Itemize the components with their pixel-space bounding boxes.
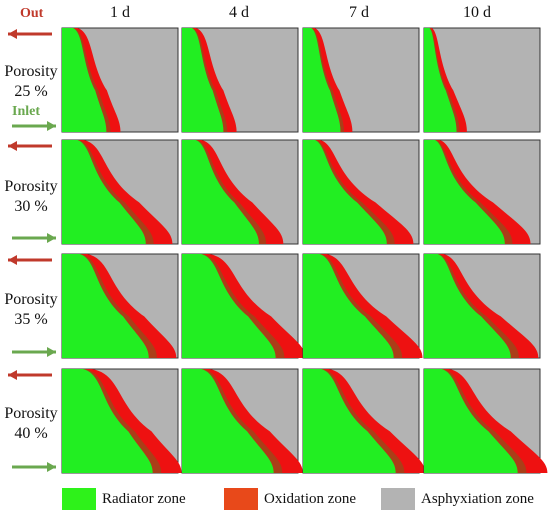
panel-r4-c1 bbox=[61, 368, 182, 474]
panel-r1-c1 bbox=[61, 27, 179, 133]
legend-label-radiator: Radiator zone bbox=[102, 490, 186, 507]
panel-r1-c2 bbox=[181, 27, 299, 133]
radiator-zone bbox=[424, 28, 457, 132]
panel-r4-c2 bbox=[181, 368, 303, 474]
legend-item-oxidation: Oxidation zone bbox=[224, 486, 356, 512]
legend-item-asphyxiation: Asphyxiation zone bbox=[381, 486, 534, 512]
radiator-zone bbox=[182, 254, 276, 358]
panel-r3-c4 bbox=[423, 253, 541, 359]
radiator-zone bbox=[424, 369, 518, 473]
row-label-30-line2: 30 % bbox=[14, 198, 48, 215]
radiator-zone bbox=[303, 254, 394, 358]
row-label-25: Porosity 25 % bbox=[4, 62, 58, 102]
radiator-zone bbox=[182, 369, 274, 473]
column-header-1d: 1 d bbox=[110, 4, 130, 21]
row-label-25-line2: 25 % bbox=[14, 83, 48, 100]
panel-r3-c3 bbox=[302, 253, 423, 359]
out-arrow-row-3 bbox=[8, 255, 52, 265]
panel-r4-c3 bbox=[302, 368, 426, 474]
legend-swatch-oxidation bbox=[224, 488, 258, 510]
legend-label-oxidation: Oxidation zone bbox=[264, 490, 357, 507]
panel-r3-c1 bbox=[61, 253, 179, 359]
panel-r1-c3 bbox=[302, 27, 420, 133]
radiator-zone bbox=[182, 28, 224, 132]
legend-swatch-asphyxiation bbox=[381, 488, 415, 510]
row-label-35: Porosity 35 % bbox=[4, 290, 58, 330]
row-label-40-line2: 40 % bbox=[14, 425, 48, 442]
inlet-arrow-row-2 bbox=[12, 233, 56, 243]
radiator-zone bbox=[303, 28, 341, 132]
out-arrow-row-2 bbox=[8, 141, 52, 151]
row-label-25-line1: Porosity bbox=[4, 63, 58, 80]
inlet-arrow-row-1 bbox=[12, 121, 56, 131]
row-label-40-line1: Porosity bbox=[4, 405, 58, 422]
column-header-4d: 4 d bbox=[229, 4, 249, 21]
radiator-zone bbox=[62, 369, 153, 473]
column-header-10d: 10 d bbox=[463, 4, 491, 21]
out-arrow-row-1 bbox=[8, 29, 52, 39]
radiator-zone bbox=[182, 140, 259, 244]
inlet-arrow-row-4 bbox=[12, 462, 56, 472]
row-label-35-line2: 35 % bbox=[14, 311, 48, 328]
radiator-zone bbox=[424, 254, 511, 358]
legend-swatch-radiator bbox=[62, 488, 96, 510]
row-label-40: Porosity 40 % bbox=[4, 404, 58, 444]
inlet-arrow-row-3 bbox=[12, 347, 56, 357]
radiator-zone bbox=[62, 254, 149, 358]
panel-r2-c4 bbox=[423, 139, 541, 245]
legend-label-asphyxiation: Asphyxiation zone bbox=[421, 490, 534, 507]
out-label: Out bbox=[20, 6, 44, 21]
panel-r1-c4 bbox=[423, 27, 541, 133]
column-header-7d: 7 d bbox=[349, 4, 369, 21]
inlet-label: Inlet bbox=[12, 104, 40, 119]
panel-r4-c4 bbox=[423, 368, 548, 474]
radiator-zone bbox=[303, 140, 387, 244]
row-label-30-line1: Porosity bbox=[4, 178, 58, 195]
out-arrow-row-4 bbox=[8, 370, 52, 380]
panel-r2-c1 bbox=[61, 139, 179, 245]
radiator-zone bbox=[424, 140, 505, 244]
legend-item-radiator: Radiator zone bbox=[62, 486, 186, 512]
radiator-zone bbox=[303, 369, 396, 473]
panel-r2-c2 bbox=[181, 139, 299, 245]
radiator-zone bbox=[62, 28, 107, 132]
panel-r2-c3 bbox=[302, 139, 420, 245]
row-label-35-line1: Porosity bbox=[4, 291, 58, 308]
panel-r3-c2 bbox=[181, 253, 306, 359]
radiator-zone bbox=[62, 140, 146, 244]
row-label-30: Porosity 30 % bbox=[4, 177, 58, 217]
